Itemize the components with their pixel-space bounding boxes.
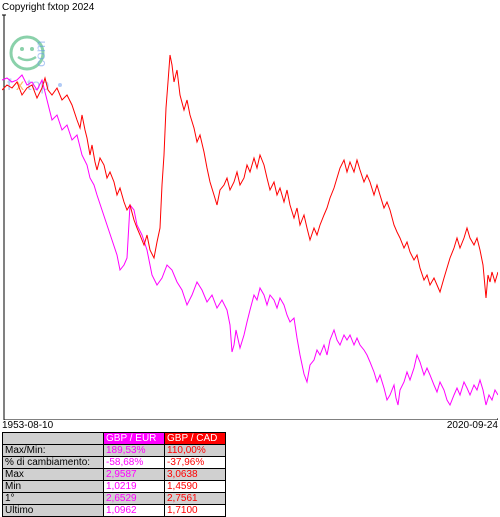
table-row: Max/Min:189,53%110,00% <box>3 445 226 457</box>
col-header-2: GBP / CAD <box>165 433 226 445</box>
summary-table: GBP / EUR GBP / CAD Max/Min:189,53%110,0… <box>2 432 226 517</box>
x-axis-start: 1953-08-10 <box>2 420 53 431</box>
table-row: 1°2,65292,7561 <box>3 493 226 505</box>
x-axis-end: 2020-09-24 <box>447 420 498 431</box>
table-header-row: GBP / EUR GBP / CAD <box>3 433 226 445</box>
table-row: Max2,95873,0638 <box>3 469 226 481</box>
table-row: Ultimo1,09621,7100 <box>3 505 226 517</box>
currency-chart <box>2 10 498 420</box>
col-header-1: GBP / EUR <box>104 433 165 445</box>
table-row: Min1,02191,4590 <box>3 481 226 493</box>
table-row: % di cambiamento:-58,68%-37,96% <box>3 457 226 469</box>
